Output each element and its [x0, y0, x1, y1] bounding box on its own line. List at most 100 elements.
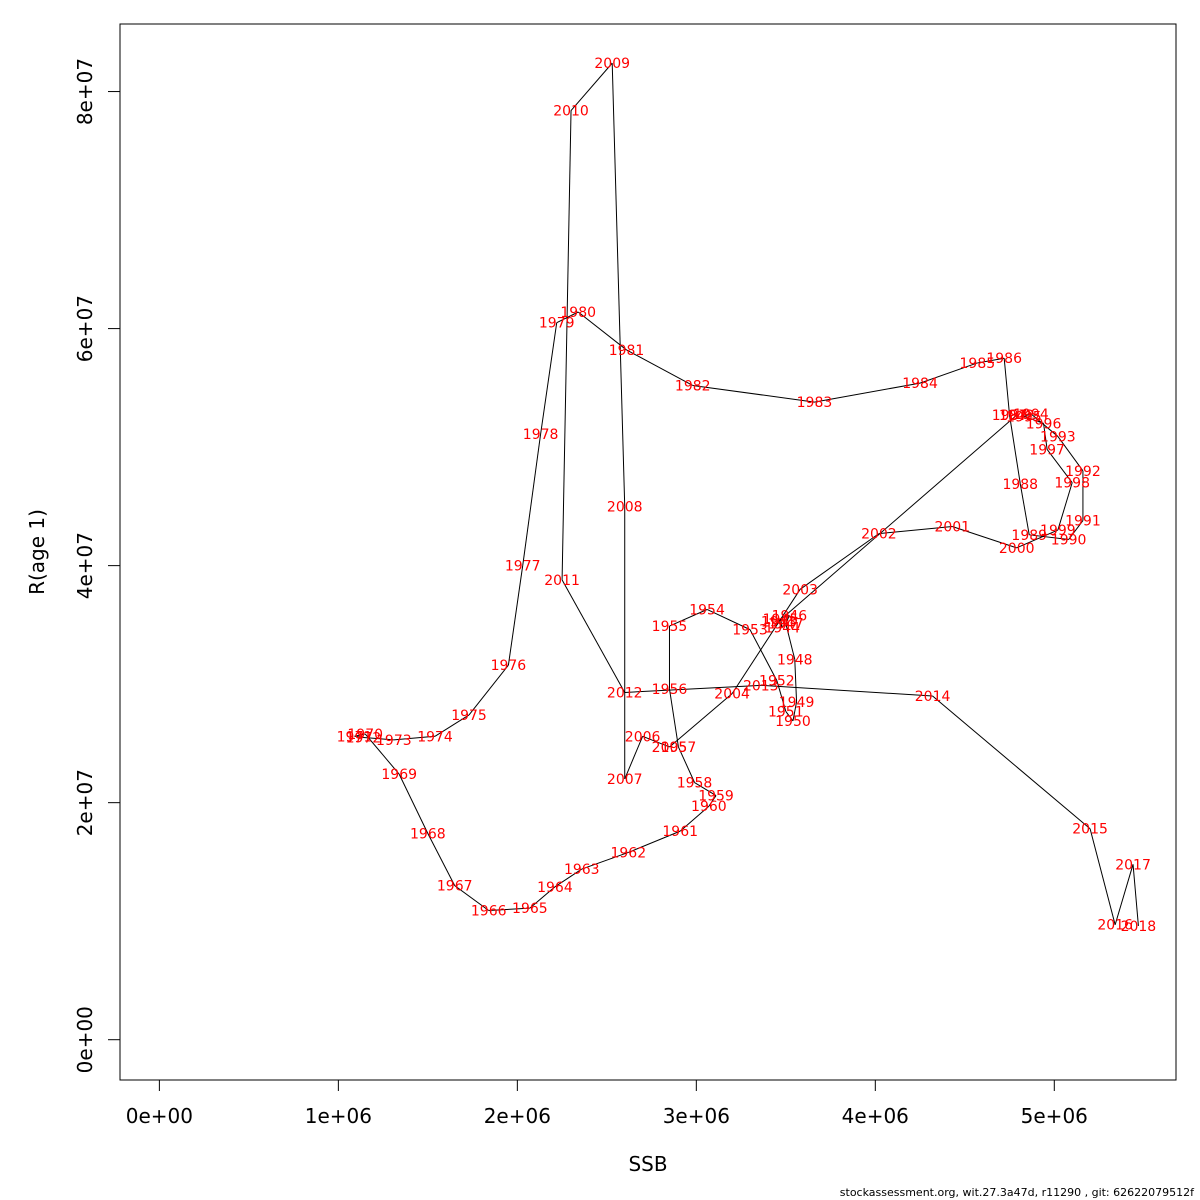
trajectory-segment [554, 868, 583, 888]
trajectory-segment [611, 63, 626, 507]
year-label: 1958 [677, 776, 713, 792]
trajectory-segment [794, 659, 798, 702]
trajectory-segment [1023, 413, 1032, 417]
year-label: 1964 [537, 880, 573, 896]
trajectory-segment [1019, 483, 1030, 535]
year-label: 1999 [1040, 523, 1076, 539]
y-tick-label: 6e+07 [73, 295, 97, 362]
trajectory-segment [468, 664, 509, 716]
year-label: 1981 [609, 343, 645, 359]
trajectory-segment [679, 805, 710, 832]
year-label: 1963 [564, 862, 600, 878]
trajectory-segment [677, 746, 695, 783]
year-label: 1952 [759, 674, 795, 690]
trajectory-segment [878, 526, 953, 535]
year-label: 1990 [1051, 533, 1087, 549]
footer-credit: stockassessment.org, wit.27.3a47d, r1129… [839, 1186, 1194, 1199]
year-label: 1993 [1040, 429, 1076, 445]
trajectory-segment [1057, 482, 1073, 531]
y-axis-title: R(age 1) [25, 509, 49, 595]
trajectory-segment [692, 384, 815, 403]
year-label: 2007 [607, 772, 643, 788]
year-label: 1949 [779, 695, 815, 711]
year-label: 1986 [986, 351, 1022, 367]
trajectory-segment [1057, 436, 1084, 472]
trajectory-segment [731, 589, 801, 694]
trajectory-segment [354, 735, 364, 738]
trajectory-segment [708, 795, 717, 807]
year-label: 2006 [625, 729, 661, 745]
year-label: 2016 [1097, 918, 1133, 934]
trajectory-segment [952, 526, 1017, 549]
y-axis: 0e+00 2e+07 4e+07 6e+07 8e+07 [73, 58, 121, 1073]
y-tick-label: 8e+07 [73, 58, 97, 125]
year-label: 2014 [915, 689, 951, 705]
x-tick-label: 2e+06 [484, 1104, 551, 1128]
year-label: 1980 [560, 305, 596, 321]
trajectory-segment [507, 565, 524, 666]
trajectory-segment [577, 311, 627, 351]
trajectory-segment [776, 680, 787, 712]
year-label: 1973 [376, 733, 412, 749]
trajectory-segment [778, 414, 1018, 622]
year-label: 2013 [743, 678, 779, 694]
trajectory-segment [561, 579, 626, 693]
trajectory-segment [570, 62, 613, 111]
trajectory-segment [1089, 828, 1116, 925]
trajectory-segment [706, 609, 751, 631]
year-label: 1966 [471, 904, 507, 920]
y-tick-label: 2e+07 [73, 769, 97, 836]
trajectory-segment [1016, 529, 1059, 549]
year-label: 2003 [782, 582, 818, 598]
trajectory-segment [393, 735, 436, 741]
trajectory-segment [668, 688, 679, 748]
trajectory-segment [1009, 415, 1021, 484]
year-label: 2009 [594, 56, 630, 72]
year-label: 1948 [777, 652, 813, 668]
year-label: 1994 [1013, 407, 1049, 423]
trajectory-segment [1003, 358, 1011, 416]
trajectory-segment [814, 382, 921, 403]
year-label: 1984 [902, 376, 938, 392]
year-label: 1967 [437, 879, 473, 895]
trajectory-segment [799, 533, 880, 590]
year-label: 2012 [607, 685, 643, 701]
trajectory-segment [932, 695, 1091, 830]
year-label: 1995 [1006, 409, 1042, 425]
trajectory-segment [1029, 534, 1069, 541]
year-label: 1942 [999, 408, 1035, 424]
year-label: 1965 [512, 901, 548, 917]
trajectory-segment [427, 833, 456, 886]
trajectory-segment [363, 736, 394, 741]
trajectory-segment [628, 830, 681, 853]
y-tick-label: 0e+00 [73, 1006, 97, 1073]
x-tick-label: 5e+06 [1021, 1104, 1088, 1128]
year-label: 1992 [1065, 464, 1101, 480]
y-tick-label: 4e+07 [73, 532, 97, 599]
year-label: 1988 [1002, 477, 1038, 493]
trajectory-segment [792, 701, 798, 721]
trajectory-segment [779, 618, 783, 628]
year-label: 2008 [607, 499, 643, 515]
year-label: 1969 [381, 767, 417, 783]
x-tick-label: 4e+06 [842, 1104, 909, 1128]
year-label: 2005 [652, 740, 688, 756]
year-label: 1998 [1054, 476, 1090, 492]
year-label: 1955 [652, 619, 688, 635]
trajectory-segment [694, 782, 717, 796]
year-label: 1972 [346, 730, 382, 746]
trajectory-segment [749, 629, 778, 681]
trajectory-segment [522, 434, 542, 566]
trajectory-segment [581, 851, 629, 870]
trajectory-segment [624, 684, 761, 693]
year-label: 1985 [960, 356, 996, 372]
year-label: 1956 [652, 682, 688, 698]
year-label: 1960 [691, 799, 727, 815]
trajectory-segment [1068, 520, 1084, 540]
year-label: 1977 [505, 559, 541, 575]
year-label: 1989 [1011, 528, 1047, 544]
year-label: 1974 [417, 729, 453, 745]
x-tick-label: 1e+06 [305, 1104, 372, 1128]
